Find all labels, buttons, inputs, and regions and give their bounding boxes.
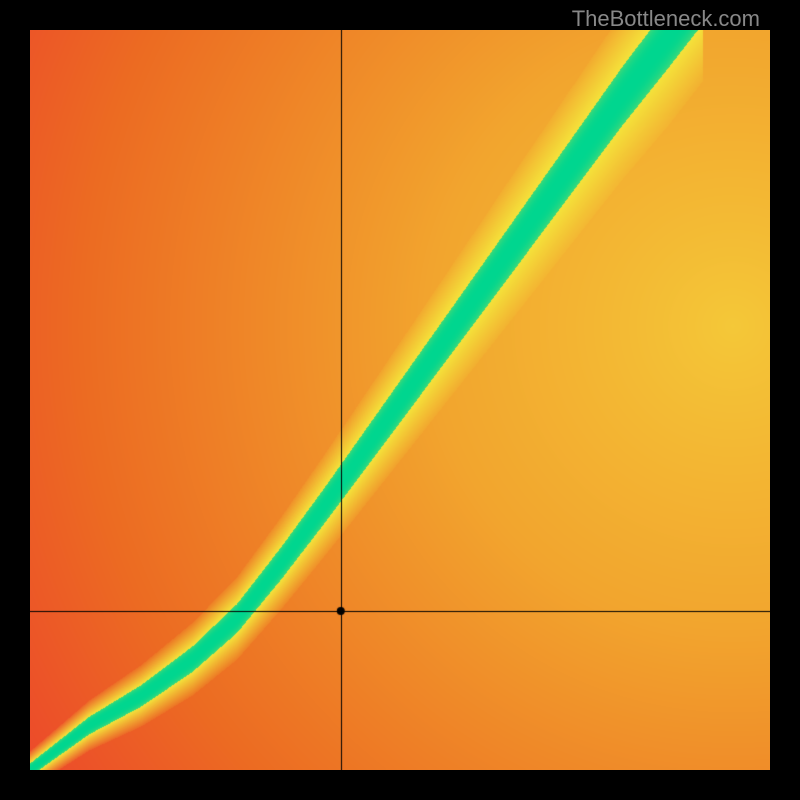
watermark-text: TheBottleneck.com <box>572 6 760 32</box>
heatmap-canvas <box>30 30 770 770</box>
heatmap-chart <box>30 30 770 770</box>
